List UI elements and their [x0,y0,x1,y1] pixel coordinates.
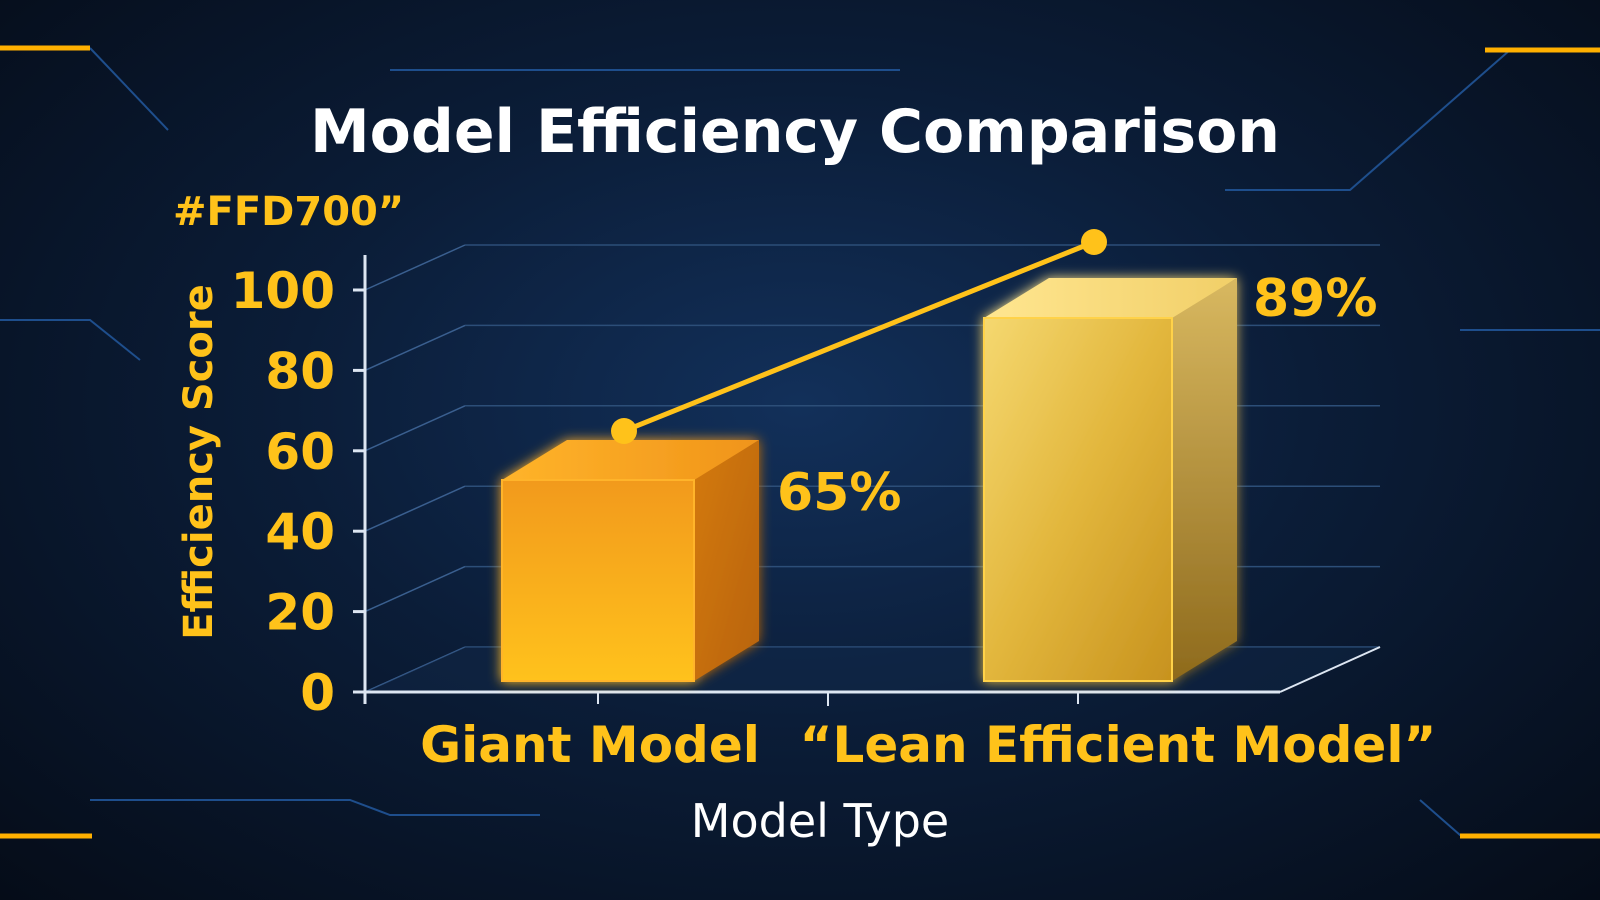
data-label: 65% [777,463,901,523]
gridline-diagonal [364,646,466,693]
x-tick-label: Giant Model [420,716,760,774]
gridline-diagonal [364,324,466,372]
bar-top-face [984,278,1237,318]
y-tick-label: 60 [265,423,335,481]
trend-point [1081,229,1107,255]
chart-title: Model Efficiency Comparison [310,97,1280,167]
circuit-line-left [0,319,141,361]
circuit-line-bottom-right [1419,799,1600,836]
bar-top-face [502,440,759,480]
circuit-line-top-right [1225,49,1600,191]
plot-area: 0 20 40 60 80 100 65% Giant Model 89% “Lean Effic… [231,229,1437,774]
gridline-diagonal [364,485,466,532]
gridline-diagonal [364,565,466,613]
bar-2 [983,278,1237,682]
bar-side-face [694,440,759,681]
bar-front-face [983,317,1173,682]
x-axis-label: Model Type [691,794,949,848]
y-tick-label: 100 [231,262,335,320]
circuit-line-top-left [0,47,169,131]
x-tick-label: “Lean Efficient Model” [800,716,1437,774]
trend-point [611,418,637,444]
bar-1 [501,440,759,682]
circuit-line-bottom-left [90,799,540,816]
circuit-accents [0,45,1600,839]
data-label: 89% [1253,269,1377,329]
y-tick-label: 40 [265,503,335,561]
x-axis-depth-line [1279,646,1381,693]
y-tick-label: 80 [265,342,335,400]
gridline-diagonal [364,405,466,452]
bar-front-face [501,479,695,682]
y-tick-label: 20 [265,584,335,642]
gridline-diagonal [364,244,466,291]
bar-side-face [1172,278,1237,681]
trend-line [623,239,1095,434]
y-axis-label: Efficiency Score [176,284,222,640]
chart-subtitle: #FFD700” [173,189,404,235]
y-tick-label: 0 [300,664,335,722]
